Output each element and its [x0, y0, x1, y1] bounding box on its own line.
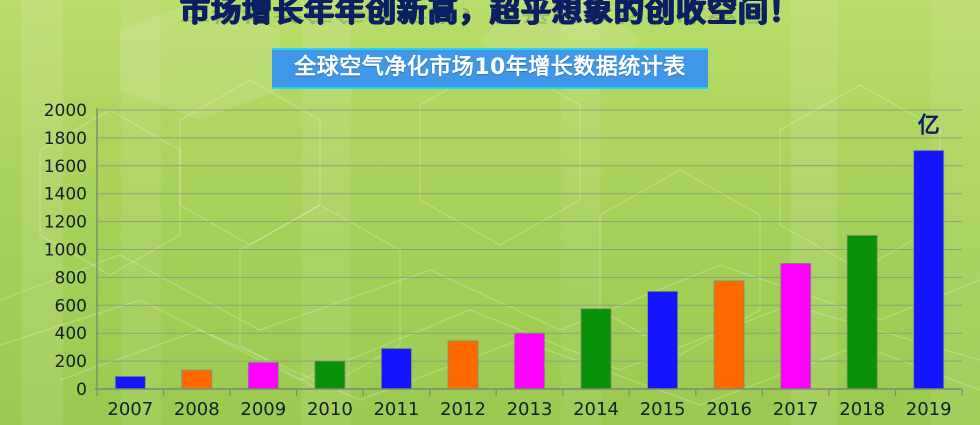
headline-text: 市场增长年年创新高，超乎想象的创收空间！ [180, 0, 800, 29]
bar-2010 [314, 360, 346, 390]
x-axis-tick-label: 2010 [307, 399, 353, 420]
bar-2019 [913, 150, 945, 390]
bar-2011 [380, 348, 412, 390]
bar-2017 [780, 262, 812, 390]
unit-annotation: 亿 [918, 114, 940, 139]
bar-2007 [114, 375, 146, 390]
gridlines [96, 108, 962, 390]
x-axis-tick-label: 2009 [240, 399, 286, 420]
bar-2009 [247, 362, 279, 390]
y-axis-tick-label: 1200 [44, 213, 87, 233]
headline: 市场增长年年创新高，超乎想象的创收空间！ [0, 0, 980, 32]
x-axis-labels: 2007 2008 2009 2010 2011 2012 2013 2014 2015 2016… [107, 399, 951, 420]
bar-2012 [447, 340, 479, 390]
x-axis-tick-label: 2013 [507, 399, 553, 420]
bar-2016 [713, 280, 745, 390]
y-axis-tick-label: 2000 [44, 101, 87, 121]
bar-2014 [580, 308, 612, 390]
title-ribbon: 全球空气净化市场10年增长数据统计表 [0, 48, 980, 89]
x-axis-tick-label: 2011 [373, 399, 419, 420]
bar-2015 [647, 290, 678, 390]
x-axis-tick-label: 2016 [706, 399, 752, 420]
y-axis-tick-label: 600 [55, 296, 87, 316]
x-axis-tick-label: 2018 [839, 399, 885, 420]
ribbon-title-text: 全球空气净化市场10年增长数据统计表 [272, 48, 708, 89]
y-axis-tick-label: 1600 [44, 157, 87, 177]
x-axis-tick-label: 2015 [640, 399, 686, 420]
y-axis-tick-label: 800 [55, 268, 87, 288]
bar-2008 [181, 369, 213, 390]
y-axis-tick-label: 400 [55, 324, 87, 344]
bars [114, 150, 945, 390]
y-axis-tick-label: 1000 [44, 241, 87, 261]
bar-2018 [846, 235, 878, 390]
x-axis-tick-label: 2007 [107, 399, 153, 420]
x-axis-tick-label: 2019 [906, 399, 952, 420]
y-axis-tick-label: 1400 [44, 185, 87, 205]
x-axis [95, 388, 963, 396]
bar-2013 [514, 332, 545, 390]
x-axis-tick-label: 2017 [773, 399, 819, 420]
y-axis-tick-label: 0 [76, 380, 87, 400]
x-axis-tick-label: 2012 [440, 399, 486, 420]
unit-label: 亿 [918, 114, 940, 139]
y-axis-tick-label: 1800 [44, 129, 87, 149]
y-axis-tick-label: 200 [55, 352, 87, 372]
y-axis-labels: 0 200 400 600 800 1000 1200 1400 1600 1800 2000 [44, 101, 87, 400]
x-axis-tick-label: 2014 [573, 399, 619, 420]
x-axis-tick-label: 2008 [174, 399, 220, 420]
